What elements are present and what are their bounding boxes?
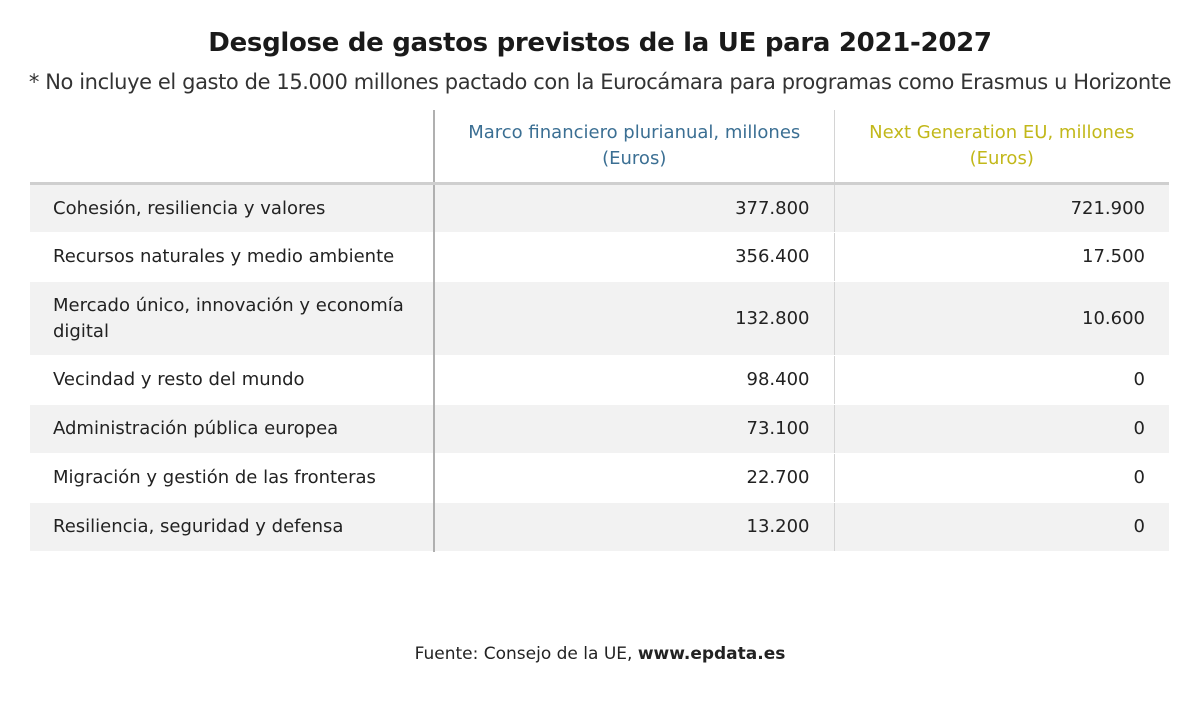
table-row: Mercado único, innovación y economía dig…	[30, 281, 1169, 356]
table-row: Recursos naturales y medio ambiente 356.…	[30, 232, 1169, 282]
marco-value: 13.200	[433, 502, 834, 552]
row-label: Vecindad y resto del mundo	[30, 355, 434, 405]
chart-title: Desglose de gastos previstos de la UE pa…	[208, 28, 992, 58]
row-label: Recursos naturales y medio ambiente	[30, 232, 434, 282]
source-text: Fuente: Consejo de la UE,	[414, 644, 638, 664]
nextgen-value: 10.600	[833, 281, 1169, 356]
table-row: Resiliencia, seguridad y defensa 13.200 …	[30, 502, 1169, 552]
table-row: Cohesión, resiliencia y valores 377.800 …	[30, 183, 1169, 233]
row-label: Administración pública europea	[30, 404, 434, 454]
row-label: Resiliencia, seguridad y defensa	[30, 502, 434, 552]
source-link[interactable]: www.epdata.es	[637, 644, 786, 664]
table-row: Vecindad y resto del mundo 98.400 0	[30, 355, 1169, 405]
chart-subtitle: * No incluye el gasto de 15.000 millones…	[28, 70, 1172, 94]
nextgen-value: 0	[833, 404, 1169, 454]
nextgen-value: 17.500	[833, 232, 1169, 282]
row-label: Mercado único, innovación y economía dig…	[30, 281, 434, 356]
marco-value: 22.700	[433, 453, 834, 503]
table-row: Migración y gestión de las fronteras 22.…	[30, 453, 1169, 503]
marco-value: 356.400	[433, 232, 834, 282]
header-next-generation: Next Generation EU, millones (Euros)	[833, 110, 1169, 185]
header-marco-financiero: Marco financiero plurianual, millones (E…	[433, 110, 834, 185]
source-note: Fuente: Consejo de la UE, www.epdata.es	[0, 644, 1200, 664]
marco-value: 73.100	[433, 404, 834, 454]
spending-table: Marco financiero plurianual, millones (E…	[30, 110, 1169, 552]
nextgen-value: 0	[833, 355, 1169, 405]
marco-value: 98.400	[433, 355, 834, 405]
marco-value: 132.800	[433, 281, 834, 356]
row-label: Cohesión, resiliencia y valores	[30, 183, 434, 233]
marco-value: 377.800	[433, 183, 834, 233]
table-row: Administración pública europea 73.100 0	[30, 404, 1169, 454]
table-header-row: Marco financiero plurianual, millones (E…	[30, 110, 1169, 185]
nextgen-value: 0	[833, 453, 1169, 503]
header-empty-cell	[30, 110, 434, 185]
nextgen-value: 0	[833, 502, 1169, 552]
row-label: Migración y gestión de las fronteras	[30, 453, 434, 503]
nextgen-value: 721.900	[833, 183, 1169, 233]
